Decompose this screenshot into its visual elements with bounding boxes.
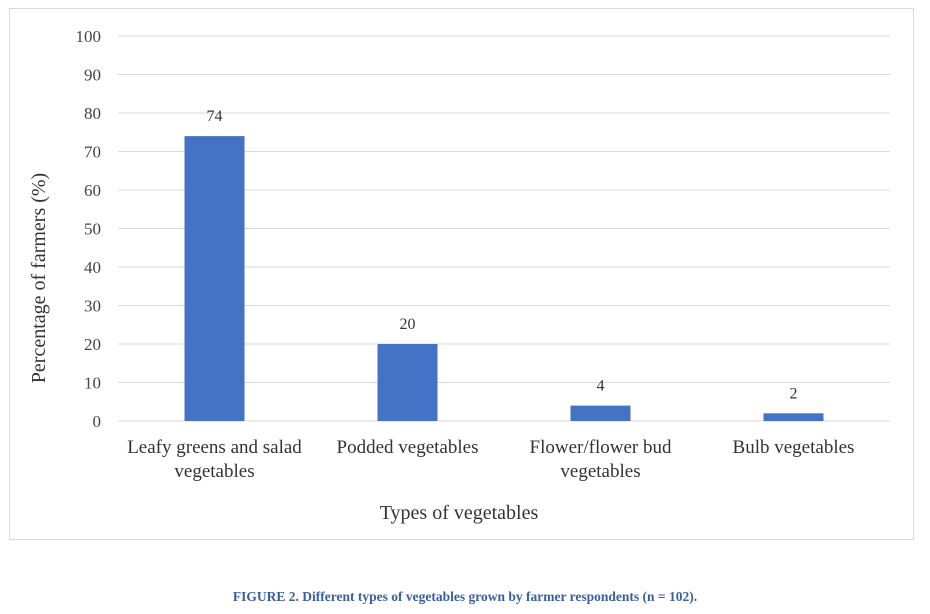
data-label: 4 <box>597 378 605 395</box>
bars <box>184 136 824 421</box>
y-tick-label: 100 <box>76 27 102 46</box>
bar <box>763 413 824 421</box>
y-tick-labels: 0 10 20 30 40 50 60 70 80 90 100 <box>76 27 102 431</box>
category-label: Bulb vegetables <box>733 437 855 458</box>
category-label: vegetables <box>560 461 640 482</box>
category-label: vegetables <box>174 461 254 482</box>
category-label: Podded vegetables <box>337 437 479 458</box>
figure-caption: FIGURE 2. Different types of vegetables … <box>232 589 698 604</box>
x-axis-title: Types of vegetables <box>380 502 539 524</box>
bar-chart: 0 10 20 30 40 50 60 70 80 90 100 74 20 4 2 Leafy gree… <box>28 27 890 524</box>
y-axis-title: Percentage of farmers (%) <box>28 173 50 383</box>
y-tick-label: 80 <box>84 104 101 123</box>
chart-frame <box>9 8 914 540</box>
y-tick-label: 70 <box>84 143 101 162</box>
bar <box>570 405 631 421</box>
data-label: 20 <box>400 316 416 333</box>
y-tick-label: 30 <box>84 297 101 316</box>
bar <box>377 344 438 421</box>
data-label: 74 <box>207 108 223 125</box>
y-tick-label: 20 <box>84 335 101 354</box>
data-label: 2 <box>790 385 798 402</box>
y-tick-label: 90 <box>84 66 101 85</box>
y-tick-label: 60 <box>84 181 101 200</box>
grid-lines <box>118 35 890 422</box>
y-tick-label: 0 <box>93 412 102 431</box>
data-labels: 74 20 4 2 <box>207 108 798 402</box>
bar <box>184 136 245 421</box>
y-tick-label: 10 <box>84 374 101 393</box>
y-tick-label: 40 <box>84 258 101 277</box>
category-label: Flower/flower bud <box>530 437 672 458</box>
y-tick-label: 50 <box>84 220 101 239</box>
category-labels: Leafy greens and salad vegetables Podded v… <box>127 437 854 482</box>
category-label: Leafy greens and salad <box>127 437 302 458</box>
